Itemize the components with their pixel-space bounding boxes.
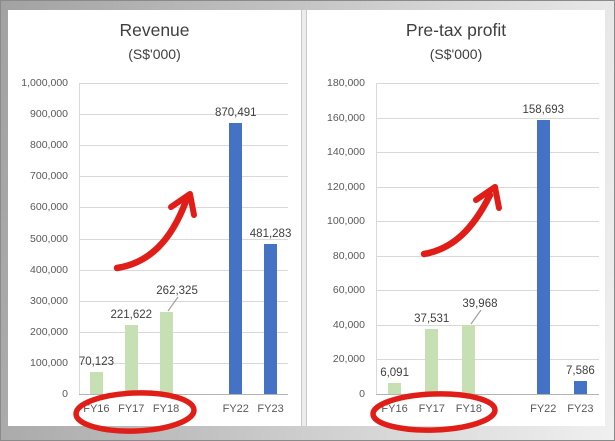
gridline <box>79 145 288 147</box>
y-tick-label: 180,000 <box>327 77 365 89</box>
value-label: 221,622 <box>110 309 153 322</box>
label-leader-line <box>470 309 484 325</box>
chart-subtitle: (S$'000) <box>429 46 483 62</box>
y-tick-label: 600,000 <box>30 201 68 214</box>
bar-fy17 <box>124 325 138 394</box>
bar-fy16 <box>388 383 402 394</box>
x-tick-label: FY23 <box>257 403 284 415</box>
y-tick-label: 900,000 <box>30 108 68 121</box>
gridline <box>376 324 599 326</box>
gridline <box>376 290 599 292</box>
y-tick-label: 40,000 <box>332 318 365 331</box>
value-label: 7,586 <box>566 364 595 377</box>
gridline <box>376 186 599 188</box>
gridline <box>79 114 288 116</box>
y-tick-label: 800,000 <box>30 139 68 152</box>
gridline <box>79 83 288 84</box>
value-label: 870,491 <box>214 107 257 120</box>
bar-fy23 <box>264 244 278 394</box>
y-tick-label: 0 <box>62 388 68 400</box>
chart-title: Pre-tax profit <box>405 20 507 40</box>
y-tick-label: 400,000 <box>30 263 68 276</box>
y-tick-label: 20,000 <box>332 353 365 366</box>
y-axis-line <box>79 83 80 394</box>
y-tick-label: 0 <box>359 388 365 400</box>
gridline <box>79 269 288 271</box>
x-tick-label: FY18 <box>455 403 483 415</box>
x-axis-line <box>376 394 599 395</box>
value-label: 481,283 <box>249 228 292 241</box>
x-axis-line <box>79 394 288 395</box>
x-tick-label: FY18 <box>152 403 180 415</box>
y-tick-label: 500,000 <box>30 232 68 245</box>
value-label: 39,968 <box>462 297 498 310</box>
y-tick-label: 100,000 <box>327 215 365 228</box>
value-label: 158,693 <box>522 103 565 116</box>
y-tick-label: 80,000 <box>332 249 365 262</box>
gridline <box>376 117 599 119</box>
bar-fy16 <box>89 372 103 394</box>
gridline <box>376 359 599 361</box>
bar-fy22 <box>229 123 243 394</box>
y-tick-label: 60,000 <box>332 284 365 297</box>
bar-fy17 <box>425 329 439 394</box>
gridline <box>79 207 288 209</box>
y-tick-label: 120,000 <box>327 180 365 193</box>
gridline <box>376 83 599 84</box>
value-label: 37,531 <box>414 313 450 326</box>
y-tick-label: 200,000 <box>30 325 68 338</box>
pretax-profit-chart-panel: Pre-tax profit (S$'000) 0 20,000 40,000 60,… <box>307 10 605 426</box>
gridline <box>376 255 599 257</box>
panel-divider <box>301 10 307 426</box>
value-label: 6,091 <box>380 367 409 380</box>
y-tick-label: 140,000 <box>327 146 365 159</box>
gridline <box>376 152 599 154</box>
gridline <box>79 362 288 364</box>
x-tick-label: FY22 <box>530 403 557 415</box>
chart-title: Revenue <box>119 20 190 40</box>
y-tick-label: 700,000 <box>30 170 68 183</box>
value-label: 70,123 <box>78 356 114 369</box>
y-tick-label: 1,000,000 <box>21 77 68 89</box>
gridline <box>376 221 599 223</box>
bar-fy18 <box>159 312 173 394</box>
bar-fy22 <box>536 119 550 394</box>
x-tick-label: FY22 <box>222 403 249 415</box>
y-tick-label: 160,000 <box>327 111 365 124</box>
y-axis-line <box>376 83 377 394</box>
gridline <box>79 300 288 302</box>
y-tick-label: 300,000 <box>30 294 68 307</box>
chart-subtitle: (S$'000) <box>128 46 181 62</box>
revenue-chart-panel: Revenue (S$'000) 0 100,000 200,000 300,000 4… <box>8 10 301 426</box>
y-tick-label: 100,000 <box>30 356 68 369</box>
bar-fy18 <box>462 324 476 394</box>
gridline <box>79 331 288 333</box>
gridline <box>79 176 288 178</box>
bar-fy23 <box>573 380 587 394</box>
value-label: 262,325 <box>156 285 198 298</box>
label-leader-line <box>167 296 181 312</box>
x-tick-label: FY23 <box>567 403 594 415</box>
